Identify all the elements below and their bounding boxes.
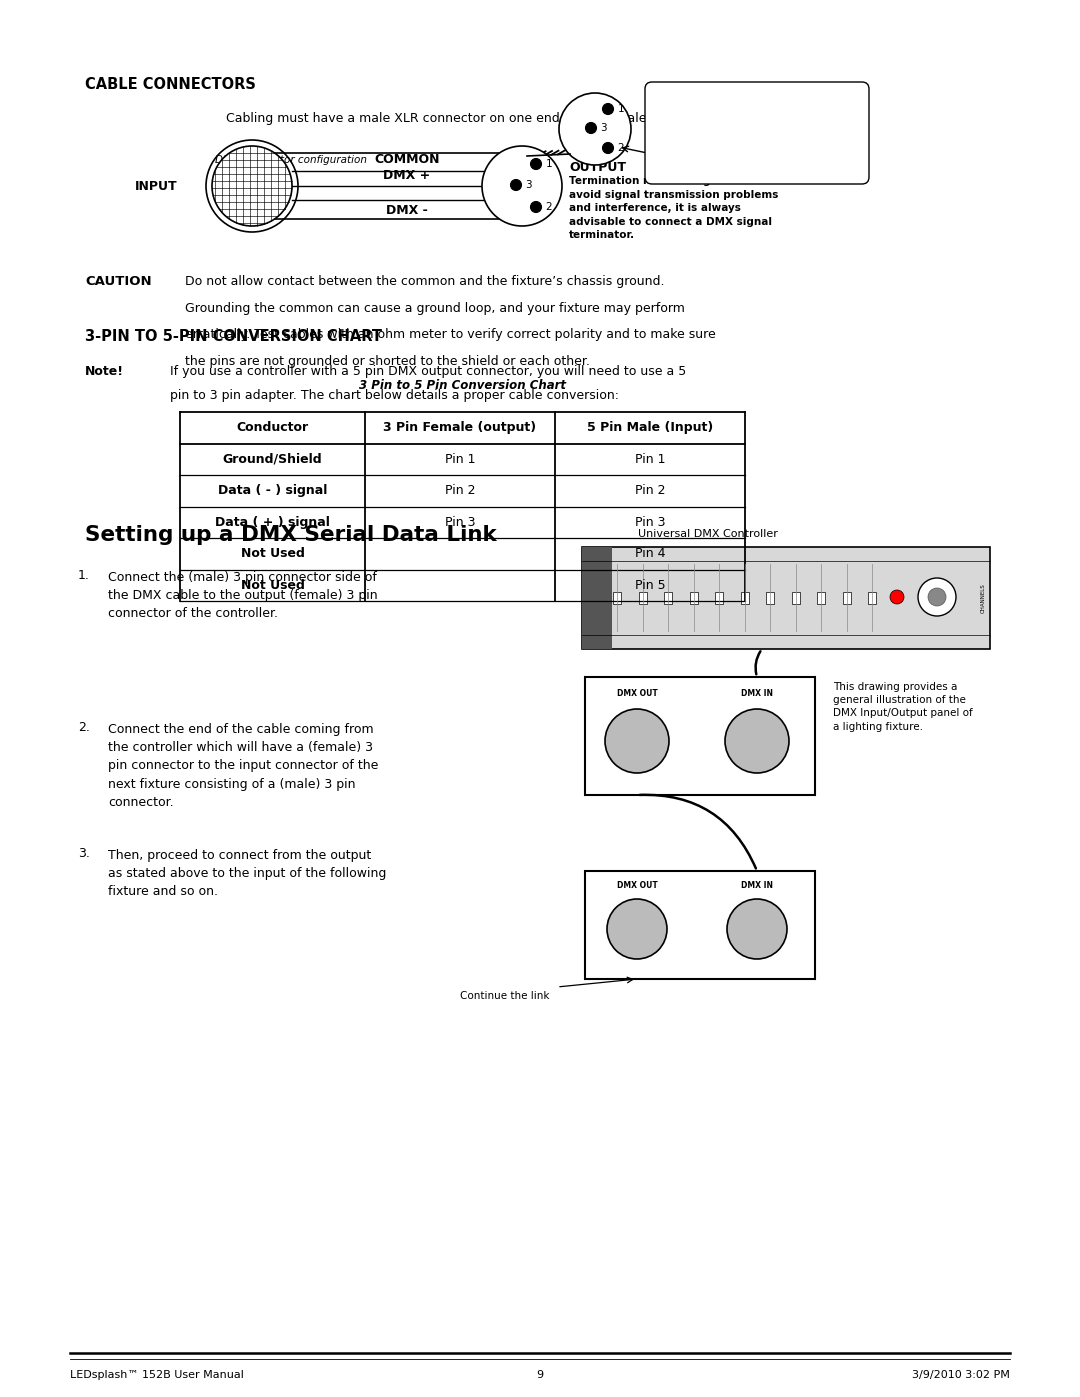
Text: DMX connector configuration: DMX connector configuration [215,155,367,165]
Circle shape [511,179,522,190]
Text: Do not allow contact between the common and the fixture’s chassis ground.: Do not allow contact between the common … [185,275,664,288]
Text: the pins are not grounded or shorted to the shield or each other.: the pins are not grounded or shorted to … [185,355,590,367]
FancyBboxPatch shape [645,82,869,184]
Text: 1.: 1. [78,569,90,583]
Text: Connect the (male) 3 pin connector side of
the DMX cable to the output (female) : Connect the (male) 3 pin connector side … [108,571,378,620]
Text: Cabling must have a male XLR connector on one end and a female XLR connector on : Cabling must have a male XLR connector o… [226,112,854,124]
Circle shape [607,900,667,958]
Text: CAUTION: CAUTION [85,275,151,288]
FancyBboxPatch shape [689,592,698,604]
Text: Connect the end of the cable coming from
the controller which will have a (femal: Connect the end of the cable coming from… [108,724,378,809]
Text: Then, proceed to connect from the output
as stated above to the input of the fol: Then, proceed to connect from the output… [108,849,387,898]
Circle shape [918,578,956,616]
Text: Data ( + ) signal: Data ( + ) signal [215,515,329,528]
Text: Pin 3: Pin 3 [445,515,475,528]
FancyBboxPatch shape [664,592,672,604]
FancyBboxPatch shape [582,548,990,650]
Text: CHANNELS: CHANNELS [981,583,986,613]
Circle shape [928,588,946,606]
FancyBboxPatch shape [766,592,774,604]
Circle shape [725,710,789,773]
Text: 2.: 2. [78,721,90,733]
Text: Not Used: Not Used [241,578,305,592]
Text: INPUT: INPUT [135,179,178,193]
Text: Pin 1: Pin 1 [445,453,475,465]
Circle shape [585,123,596,134]
Circle shape [727,900,787,958]
Text: Grounding the common can cause a ground loop, and your fixture may perform: Grounding the common can cause a ground … [185,302,685,314]
Text: Pin 1: Pin 1 [635,453,665,465]
FancyBboxPatch shape [585,870,815,979]
Text: If you use a controller with a 5 pin DMX output connector, you will need to use : If you use a controller with a 5 pin DMX… [170,365,686,379]
Circle shape [605,710,669,773]
Text: Pin 3: Pin 3 [635,515,665,528]
Text: OUTPUT: OUTPUT [569,161,626,175]
Text: DMX -: DMX - [387,204,428,217]
Text: Termination reduces signal errors. To
avoid signal transmission problems
and int: Termination reduces signal errors. To av… [569,176,788,240]
Text: Data ( - ) signal: Data ( - ) signal [218,485,327,497]
FancyBboxPatch shape [251,154,524,219]
FancyBboxPatch shape [842,592,851,604]
FancyBboxPatch shape [585,678,815,795]
FancyBboxPatch shape [741,592,748,604]
Text: Not Used: Not Used [241,548,305,560]
Text: This drawing provides a
general illustration of the
DMX Input/Output panel of
a : This drawing provides a general illustra… [833,682,973,732]
FancyBboxPatch shape [582,548,612,650]
FancyBboxPatch shape [715,592,723,604]
Text: Note!: Note! [85,365,124,379]
Circle shape [482,147,562,226]
FancyBboxPatch shape [613,592,621,604]
FancyBboxPatch shape [792,592,799,604]
Text: 3-PIN TO 5-PIN CONVERSION CHART: 3-PIN TO 5-PIN CONVERSION CHART [85,330,382,344]
Text: 3/9/2010 3:02 PM: 3/9/2010 3:02 PM [913,1370,1010,1380]
Text: Pin 2: Pin 2 [445,485,475,497]
Circle shape [530,201,541,212]
Text: DMX OUT: DMX OUT [617,689,658,698]
Text: pin to 3 pin adapter. The chart below details a proper cable conversion:: pin to 3 pin adapter. The chart below de… [170,390,619,402]
Circle shape [530,158,541,169]
Text: DMX +: DMX + [383,169,431,182]
Text: 3: 3 [600,123,607,133]
Circle shape [559,94,631,165]
Text: Pin 5: Pin 5 [635,578,665,592]
Text: 2: 2 [545,203,552,212]
Text: 3 Pin to 5 Pin Conversion Chart: 3 Pin to 5 Pin Conversion Chart [359,379,566,393]
Text: 2: 2 [618,142,624,154]
Circle shape [603,103,613,115]
Text: Pin 4: Pin 4 [635,548,665,560]
Text: COMMON: COMMON [375,152,440,165]
FancyBboxPatch shape [868,592,876,604]
Text: LEDsplash™ 152B User Manual: LEDsplash™ 152B User Manual [70,1370,244,1380]
Text: Conductor: Conductor [237,422,309,434]
Circle shape [603,142,613,154]
Text: DMX IN: DMX IN [741,882,773,890]
Text: 9: 9 [537,1370,543,1380]
Text: 1: 1 [618,103,624,115]
Text: Continue the link: Continue the link [460,990,550,1002]
Text: erratically. Test cables with an ohm meter to verify correct polarity and to mak: erratically. Test cables with an ohm met… [185,328,716,341]
Circle shape [890,590,904,604]
Text: 3: 3 [526,180,532,190]
Text: Universal DMX Controller: Universal DMX Controller [638,529,778,539]
Text: 5 Pin Male (Input): 5 Pin Male (Input) [586,422,713,434]
Text: 3 Pin Female (output): 3 Pin Female (output) [383,422,537,434]
Text: 1: 1 [545,159,552,169]
FancyBboxPatch shape [816,592,825,604]
Text: Pin 2: Pin 2 [635,485,665,497]
Text: CABLE CONNECTORS: CABLE CONNECTORS [85,77,256,92]
Circle shape [212,147,292,226]
Text: Resistance 120
ohm ¼ W between
pin 2 (DMX -) and
pin 3 (DMX +) of
the last fixtu: Resistance 120 ohm ¼ W between pin 2 (DM… [664,96,767,159]
FancyBboxPatch shape [638,592,647,604]
Text: DMX IN: DMX IN [741,689,773,698]
Text: DMX OUT: DMX OUT [617,882,658,890]
Text: 3.: 3. [78,847,90,861]
Text: Ground/Shield: Ground/Shield [222,453,322,465]
Text: Setting up a DMX Serial Data Link: Setting up a DMX Serial Data Link [85,525,497,545]
